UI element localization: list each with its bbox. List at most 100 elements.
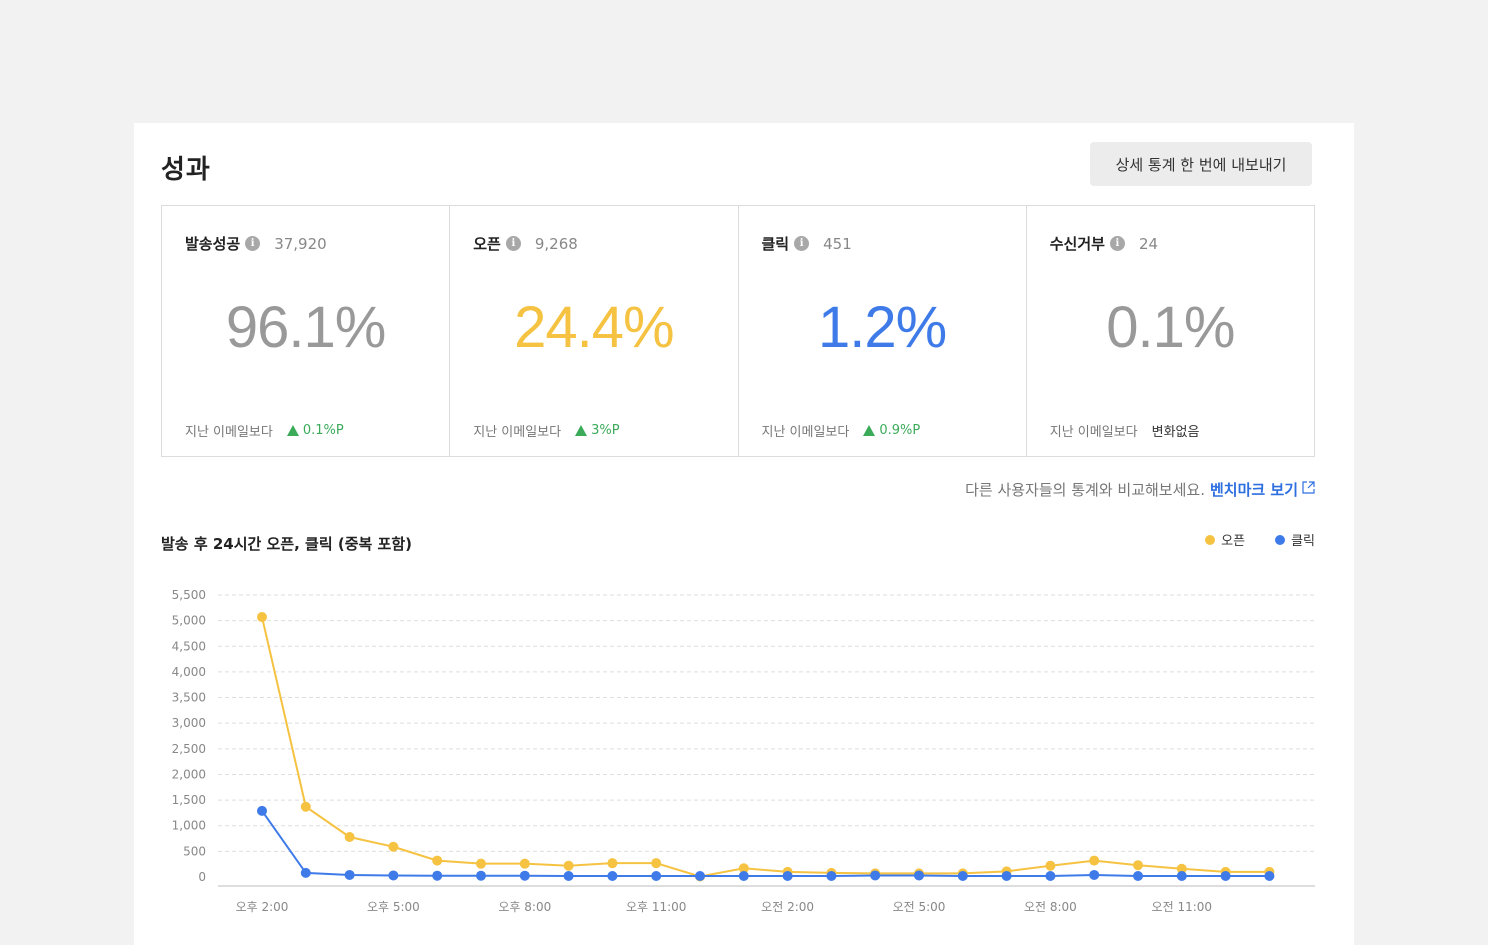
x-tick-label: 오전 5:00 (893, 900, 946, 914)
data-point-click[interactable] (914, 870, 924, 881)
chart-legend: 오픈 클릭 (1175, 530, 1315, 549)
data-point-click[interactable] (476, 870, 486, 881)
stat-card-open: 오픈 i 9,268 24.4% 지난 이메일보다 3%P (450, 206, 739, 456)
data-point-open[interactable] (563, 860, 574, 871)
data-point-open[interactable] (651, 858, 662, 869)
data-point-click[interactable] (1089, 869, 1100, 880)
info-icon[interactable]: i (1109, 236, 1125, 251)
data-point-click[interactable] (738, 870, 749, 881)
stat-count: 9,268 (534, 234, 578, 253)
data-point-open[interactable] (476, 858, 486, 869)
stat-card-unsubscribe: 수신거부 i 24 0.1% 지난 이메일보다 변화없음 (1027, 206, 1314, 456)
stat-count: 24 (1138, 234, 1159, 253)
data-point-open[interactable] (1045, 860, 1056, 871)
page-title: 성과 (161, 155, 211, 185)
data-point-click[interactable] (1001, 870, 1012, 881)
y-tick-label: 1,000 (172, 819, 206, 833)
legend-dot-click (1275, 534, 1286, 545)
info-icon[interactable]: i (505, 236, 521, 251)
data-point-open[interactable] (344, 832, 355, 843)
stat-label: 클릭 (761, 235, 790, 253)
data-point-click[interactable] (1045, 870, 1056, 881)
stat-card-click: 클릭 i 451 1.2% 지난 이메일보다 0.9%P (739, 206, 1027, 456)
data-point-click[interactable] (607, 870, 618, 881)
data-point-click[interactable] (432, 870, 443, 881)
x-tick-label: 오후 5:00 (367, 900, 420, 914)
y-tick-label: 2,000 (172, 767, 206, 781)
stat-value: 1.2% (818, 295, 947, 360)
data-point-click[interactable] (782, 870, 793, 881)
stat-header: 오픈 i 9,268 (473, 233, 578, 254)
series-line-click (261, 810, 1270, 877)
series-line-open (261, 616, 1270, 878)
legend-label-click: 클릭 (1291, 534, 1315, 549)
legend-item-click[interactable]: 클릭 (1275, 530, 1315, 549)
data-point-click[interactable] (957, 870, 968, 881)
data-point-open[interactable] (388, 841, 399, 852)
delta-value: 3%P (591, 423, 620, 438)
data-point-click[interactable] (1220, 870, 1231, 881)
line-chart: 0 500 1,000 1,500 2,000 2,500 3,000 3,500 4,000 4… (172, 588, 1315, 914)
data-point-click[interactable] (1264, 870, 1275, 881)
x-tick-label: 오전 11:00 (1152, 900, 1212, 914)
data-point-click[interactable] (651, 870, 662, 881)
legend-dot-open (1205, 534, 1216, 545)
stat-footer: 지난 이메일보다 3%P (473, 421, 619, 440)
benchmark-row: 다른 사용자들의 통계와 비교해보세요. 벤치마크 보기 (965, 479, 1315, 500)
external-link-icon[interactable] (1302, 481, 1315, 498)
delta-badge: 3%P (575, 423, 620, 438)
data-point-open[interactable] (1176, 863, 1187, 874)
delta-badge: 0.1%P (286, 423, 344, 438)
info-icon[interactable]: i (794, 236, 810, 251)
data-point-click[interactable] (870, 870, 881, 881)
data-point-open[interactable] (519, 858, 530, 869)
chart-title: 발송 후 24시간 오픈, 클릭 (중복 포함) (161, 535, 413, 553)
x-tick-label: 오후 8:00 (498, 900, 551, 914)
data-point-open[interactable] (738, 863, 749, 874)
delta-value: 0.9%P (879, 423, 921, 438)
stat-count: 451 (823, 234, 852, 253)
stat-footer: 지난 이메일보다 0.1%P (185, 421, 344, 440)
data-point-click[interactable] (695, 870, 705, 881)
performance-panel: 성과 상세 통계 한 번에 내보내기 발송성공 i 37,920 96.1% 지… (134, 123, 1354, 945)
x-tick-label: 오전 2:00 (761, 900, 814, 914)
data-point-click[interactable] (826, 870, 837, 881)
data-point-open[interactable] (607, 858, 618, 869)
stat-label: 발송성공 (185, 235, 241, 253)
stat-value: 0.1% (1106, 295, 1235, 360)
y-tick-label: 4,500 (172, 639, 206, 653)
data-point-click[interactable] (344, 869, 355, 880)
data-point-open[interactable] (432, 855, 443, 866)
y-tick-label: 5,000 (172, 614, 206, 628)
delta-value: 변화없음 (1151, 425, 1200, 440)
y-tick-label: 0 (198, 870, 206, 884)
legend-item-open[interactable]: 오픈 (1205, 530, 1245, 549)
stat-footer: 지난 이메일보다 변화없음 (1050, 421, 1200, 440)
y-tick-label: 4,000 (172, 665, 206, 679)
compare-label: 지난 이메일보다 (761, 425, 850, 440)
data-point-click[interactable] (300, 867, 311, 878)
delta-value: 0.1%P (302, 423, 344, 438)
delta-badge: 변화없음 (1152, 421, 1200, 440)
data-point-open[interactable] (257, 612, 267, 623)
benchmark-link[interactable]: 벤치마크 보기 (1209, 481, 1298, 499)
data-point-click[interactable] (1133, 870, 1143, 881)
data-point-open[interactable] (1133, 860, 1143, 871)
compare-label: 지난 이메일보다 (185, 425, 273, 440)
legend-label-open: 오픈 (1221, 534, 1246, 549)
data-point-click[interactable] (563, 870, 574, 881)
stat-card-delivered: 발송성공 i 37,920 96.1% 지난 이메일보다 0.1%P (162, 206, 451, 456)
x-tick-label: 오전 8:00 (1024, 900, 1077, 914)
info-icon[interactable]: i (245, 236, 261, 251)
data-point-click[interactable] (257, 805, 267, 816)
export-stats-button[interactable]: 상세 통계 한 번에 내보내기 (1090, 142, 1312, 186)
up-arrow-icon (286, 425, 299, 436)
data-point-open[interactable] (1089, 855, 1100, 866)
compare-label: 지난 이메일보다 (473, 425, 562, 440)
benchmark-text: 다른 사용자들의 통계와 비교해보세요. (965, 481, 1205, 499)
data-point-click[interactable] (519, 870, 530, 881)
data-point-click[interactable] (1176, 870, 1187, 881)
data-point-open[interactable] (300, 801, 311, 812)
data-point-click[interactable] (388, 870, 399, 881)
y-tick-label: 500 (183, 844, 206, 858)
